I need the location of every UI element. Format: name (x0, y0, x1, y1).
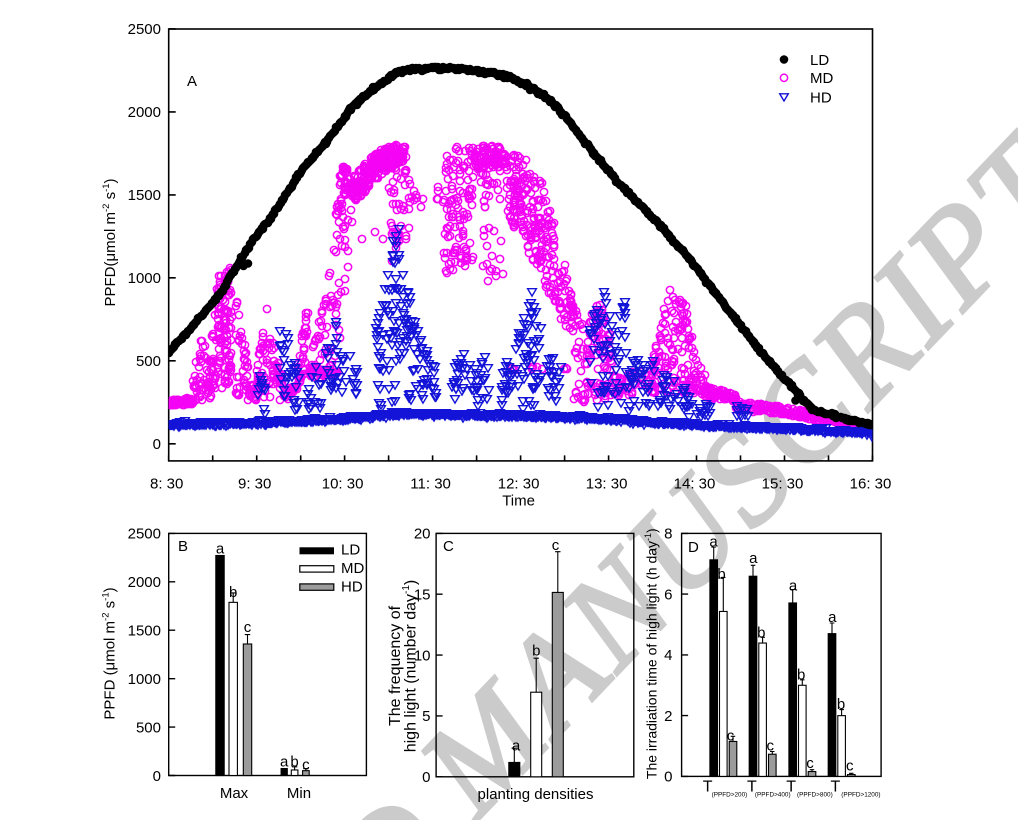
svg-text:B: B (178, 538, 188, 555)
svg-text:6: 6 (664, 586, 672, 603)
svg-text:16: 30: 16: 30 (850, 476, 892, 493)
svg-text:a: a (216, 541, 225, 558)
svg-text:Max: Max (220, 785, 249, 802)
svg-text:b: b (717, 566, 725, 583)
svg-text:c: c (846, 758, 854, 775)
svg-text:MD: MD (810, 70, 833, 87)
svg-text:0: 0 (664, 769, 672, 786)
svg-text:c: c (244, 619, 252, 636)
svg-text:10: 10 (414, 647, 431, 664)
svg-text:b: b (837, 696, 845, 713)
svg-text:1500: 1500 (128, 187, 161, 204)
svg-text:c: c (727, 728, 735, 745)
svg-text:C: C (443, 538, 454, 555)
svg-text:HD: HD (341, 578, 363, 595)
svg-text:4: 4 (664, 647, 672, 664)
svg-text:9: 30: 9: 30 (238, 476, 271, 493)
svg-text:5: 5 (422, 708, 430, 725)
svg-text:0: 0 (153, 768, 161, 785)
svg-text:T: T (786, 779, 796, 796)
svg-text:10: 30: 10: 30 (322, 476, 364, 493)
svg-text:T: T (747, 779, 757, 796)
svg-text:PPFD(μmol m-2 s-1): PPFD(μmol m-2 s-1) (101, 178, 119, 306)
svg-text:12: 30: 12: 30 (498, 476, 540, 493)
svg-text:(PPFD>800): (PPFD>800) (797, 792, 833, 799)
svg-text:b: b (757, 625, 765, 642)
svg-text:b: b (290, 754, 298, 771)
svg-text:A: A (187, 73, 197, 90)
svg-text:a: a (789, 578, 798, 595)
svg-text:20: 20 (414, 526, 431, 543)
svg-text:13: 30: 13: 30 (586, 476, 628, 493)
svg-text:b: b (229, 584, 237, 601)
svg-text:c: c (552, 537, 560, 554)
svg-text:b: b (532, 643, 540, 660)
svg-text:The frequency of: The frequency of (387, 605, 404, 726)
svg-text:(PPFD>1200): (PPFD>1200) (841, 792, 880, 799)
svg-text:2500: 2500 (128, 526, 161, 543)
svg-text:MD: MD (341, 560, 364, 577)
svg-text:1000: 1000 (128, 671, 161, 688)
svg-text:PPFD (μmol m-2 s-1): PPFD (μmol m-2 s-1) (101, 587, 119, 719)
svg-text:HD: HD (810, 89, 832, 106)
svg-text:The irradiation time of high l: The irradiation time of high light (h da… (643, 528, 660, 779)
svg-text:D: D (688, 539, 699, 556)
svg-text:500: 500 (136, 353, 161, 370)
svg-text:1500: 1500 (128, 623, 161, 640)
svg-text:15: 30: 15: 30 (762, 476, 804, 493)
svg-text:1000: 1000 (128, 270, 161, 287)
svg-text:14: 30: 14: 30 (674, 476, 716, 493)
svg-text:a: a (280, 754, 289, 771)
svg-text:11: 30: 11: 30 (410, 476, 451, 493)
svg-text:a: a (749, 550, 758, 567)
svg-text:a: a (709, 534, 718, 551)
svg-text:T: T (831, 779, 841, 796)
svg-text:Min: Min (287, 785, 311, 802)
svg-text:LD: LD (810, 52, 829, 69)
svg-text:a: a (512, 738, 521, 755)
svg-text:2000: 2000 (128, 574, 161, 591)
svg-text:planting densities: planting densities (478, 786, 594, 803)
svg-text:T: T (703, 779, 713, 796)
svg-text:8: 30: 8: 30 (150, 476, 183, 493)
svg-text:2: 2 (664, 708, 672, 725)
svg-text:(PPFD>400): (PPFD>400) (755, 792, 791, 799)
svg-text:2000: 2000 (128, 104, 161, 121)
svg-text:c: c (302, 757, 310, 774)
svg-text:c: c (806, 755, 814, 772)
svg-text:Time: Time (502, 493, 535, 510)
svg-text:2500: 2500 (128, 21, 161, 38)
svg-text:(PPFD>200): (PPFD>200) (712, 792, 748, 799)
svg-text:b: b (797, 667, 805, 684)
svg-text:a: a (828, 609, 837, 626)
svg-text:high light (number day-1): high light (number day-1) (401, 580, 420, 753)
svg-text:8: 8 (664, 526, 672, 543)
svg-text:0: 0 (153, 436, 161, 453)
svg-text:500: 500 (136, 719, 161, 736)
svg-text:0: 0 (422, 769, 430, 786)
svg-text:15: 15 (414, 587, 431, 604)
svg-text:LD: LD (341, 542, 360, 559)
svg-text:c: c (767, 738, 775, 755)
